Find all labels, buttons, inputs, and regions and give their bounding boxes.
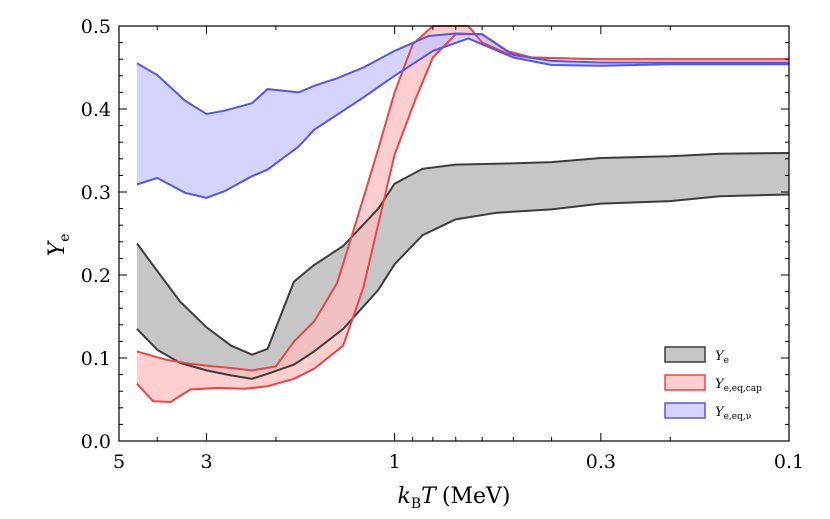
legend-swatch-1 xyxy=(664,374,706,391)
x-tick-label: 0.3 xyxy=(586,451,616,473)
y-axis-label: Ye xyxy=(45,234,73,257)
band-fill-2 xyxy=(137,33,789,198)
legend-label-1: Ye,eq,cap xyxy=(715,377,762,394)
band-lower-line-0 xyxy=(136,193,790,380)
x-tick-label: 0.1 xyxy=(774,451,804,473)
x-tick-label: 1 xyxy=(389,451,401,473)
y-tick-label: 0.4 xyxy=(81,99,111,121)
y-tick-label: 0.3 xyxy=(81,182,111,204)
y-tick-label: 0.5 xyxy=(81,16,111,38)
legend-label-0: Ye xyxy=(715,349,729,366)
legend: Ye Ye,eq,cap Ye,eq,ν xyxy=(664,346,762,422)
y-tick-label: 0.1 xyxy=(81,348,111,370)
band-lower-line-2 xyxy=(136,37,789,199)
y-tick-label: 0.0 xyxy=(81,431,111,453)
band-upper-line-1 xyxy=(136,25,789,372)
x-axis-label: kBT (MeV) xyxy=(398,484,511,512)
axis-ticks: 5 3 1 0.3 0.1 0.0 0.1 0.2 0.3 0.4 0.5 xyxy=(81,16,804,473)
y-tick-label: 0.2 xyxy=(81,265,111,287)
legend-label-2: Ye,eq,ν xyxy=(715,405,751,422)
band-upper-line-2 xyxy=(136,32,789,116)
x-tick-label: 3 xyxy=(200,451,212,473)
band-fill-0 xyxy=(137,153,789,379)
x-tick-label: 5 xyxy=(113,451,125,473)
legend-swatch-2 xyxy=(664,402,706,419)
legend-swatch-0 xyxy=(664,346,706,363)
plot-frame xyxy=(118,25,790,442)
band-upper-line-0 xyxy=(136,152,790,356)
data-bands xyxy=(136,25,790,404)
